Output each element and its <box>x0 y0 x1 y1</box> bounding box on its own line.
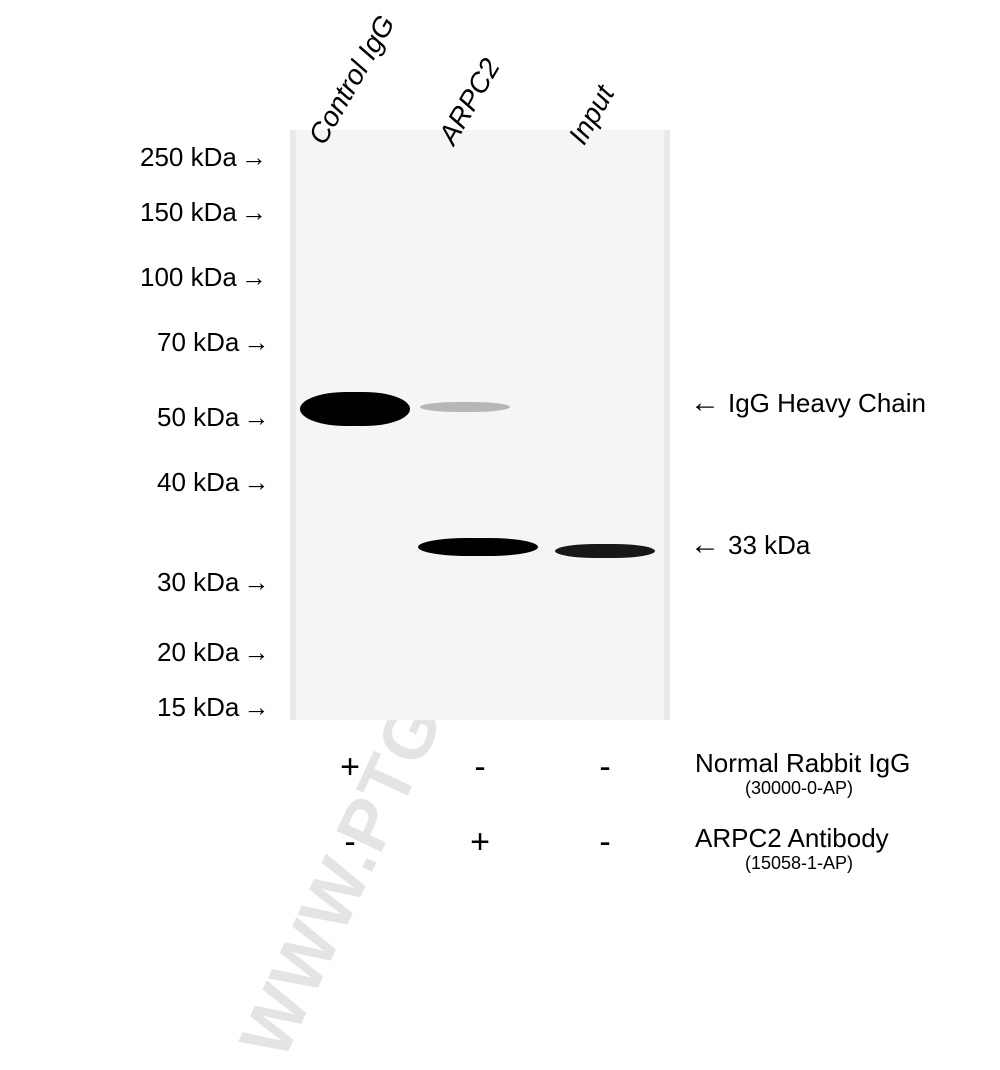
arrow-right-icon: → <box>243 692 269 723</box>
mw-15: 15 kDa→ <box>157 692 269 723</box>
cond-r1-lane2: - <box>460 748 500 787</box>
arrow-right-icon: → <box>243 402 269 433</box>
cond-r1-label: Normal Rabbit IgG <box>695 748 910 779</box>
mw-250: 250 kDa→ <box>140 142 267 173</box>
mw-20: 20 kDa→ <box>157 637 269 668</box>
anno-33kda: ← 33 kDa <box>690 528 810 562</box>
membrane-edge-left <box>290 130 296 720</box>
band-arpc2-heavy-faint <box>420 402 510 412</box>
cond-r1-lane1: + <box>330 748 370 787</box>
cond-r2-lane3: - <box>585 823 625 862</box>
cond-r2-lane2: + <box>460 823 500 862</box>
mw-30: 30 kDa→ <box>157 567 269 598</box>
cond-r1-lane3: - <box>585 748 625 787</box>
arrow-right-icon: → <box>241 142 267 173</box>
arrow-right-icon: → <box>241 262 267 293</box>
mw-50: 50 kDa→ <box>157 402 269 433</box>
arrow-right-icon: → <box>243 567 269 598</box>
band-arpc2-33kda <box>418 538 538 556</box>
lane-label-control-igg: Control IgG <box>302 10 401 150</box>
arrow-right-icon: → <box>243 467 269 498</box>
blot-figure: WWW.PTGLAB.COM Control IgG ARPC2 Input 2… <box>0 0 1000 903</box>
membrane-edge-right <box>664 130 670 720</box>
mw-150: 150 kDa→ <box>140 197 267 228</box>
arrow-left-icon: ← <box>690 386 720 420</box>
mw-100: 100 kDa→ <box>140 262 267 293</box>
cond-r2-sublabel: (15058-1-AP) <box>745 853 853 874</box>
arrow-left-icon: ← <box>690 528 720 562</box>
mw-70: 70 kDa→ <box>157 327 269 358</box>
band-input-33kda <box>555 544 655 558</box>
mw-40: 40 kDa→ <box>157 467 269 498</box>
cond-r2-label: ARPC2 Antibody <box>695 823 889 854</box>
band-control-igg-heavy <box>300 392 410 426</box>
arrow-right-icon: → <box>243 637 269 668</box>
cond-r2-lane1: - <box>330 823 370 862</box>
arrow-right-icon: → <box>241 197 267 228</box>
anno-igg-heavy-chain: ← IgG Heavy Chain <box>690 386 926 420</box>
arrow-right-icon: → <box>243 327 269 358</box>
cond-r1-sublabel: (30000-0-AP) <box>745 778 853 799</box>
